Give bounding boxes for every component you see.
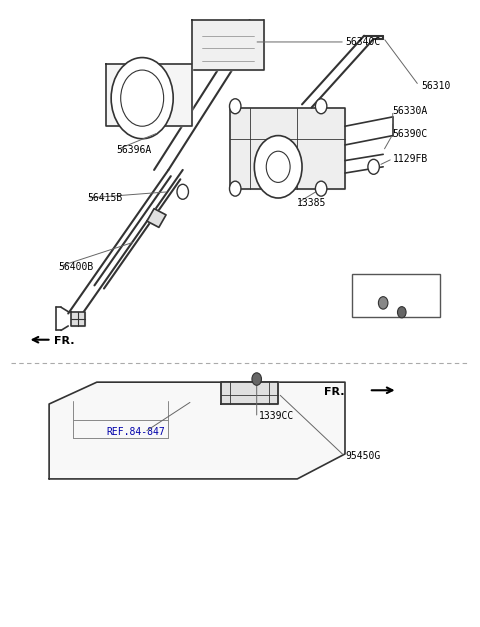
Polygon shape [230, 107, 345, 189]
Circle shape [120, 70, 164, 126]
Text: 56390C: 56390C [393, 129, 428, 139]
Circle shape [378, 297, 388, 309]
Bar [125, 416, 164, 435]
Circle shape [315, 181, 327, 196]
Polygon shape [221, 382, 278, 404]
Text: FR.: FR. [54, 336, 74, 346]
Polygon shape [49, 382, 345, 479]
Text: 1339CC: 1339CC [259, 411, 294, 421]
Circle shape [229, 99, 241, 113]
Text: 56415B: 56415B [87, 193, 122, 203]
Circle shape [229, 181, 241, 196]
Bar [352, 274, 441, 317]
Bar [78, 416, 116, 435]
Polygon shape [147, 209, 166, 228]
Circle shape [252, 373, 262, 385]
Circle shape [205, 412, 227, 440]
Text: 56310: 56310 [421, 81, 451, 91]
Text: 13385: 13385 [297, 198, 327, 208]
Text: 56330A: 56330A [393, 105, 428, 115]
Text: 95450G: 95450G [345, 451, 380, 461]
Circle shape [266, 151, 290, 182]
Polygon shape [192, 20, 264, 70]
Circle shape [397, 307, 406, 318]
Text: 93691: 93691 [383, 279, 410, 288]
Circle shape [315, 99, 327, 113]
Circle shape [111, 58, 173, 139]
Circle shape [277, 418, 298, 446]
Polygon shape [107, 64, 192, 126]
Text: 56400B: 56400B [59, 261, 94, 271]
Circle shape [177, 184, 189, 199]
Circle shape [254, 135, 302, 198]
Circle shape [253, 393, 275, 421]
Circle shape [368, 159, 379, 174]
Text: REF.84-847: REF.84-847 [107, 427, 165, 437]
Text: 56396A: 56396A [116, 145, 151, 155]
Text: 56340C: 56340C [345, 37, 380, 47]
Text: FR.: FR. [324, 386, 345, 396]
Text: 1129FB: 1129FB [393, 154, 428, 164]
Polygon shape [71, 312, 85, 326]
